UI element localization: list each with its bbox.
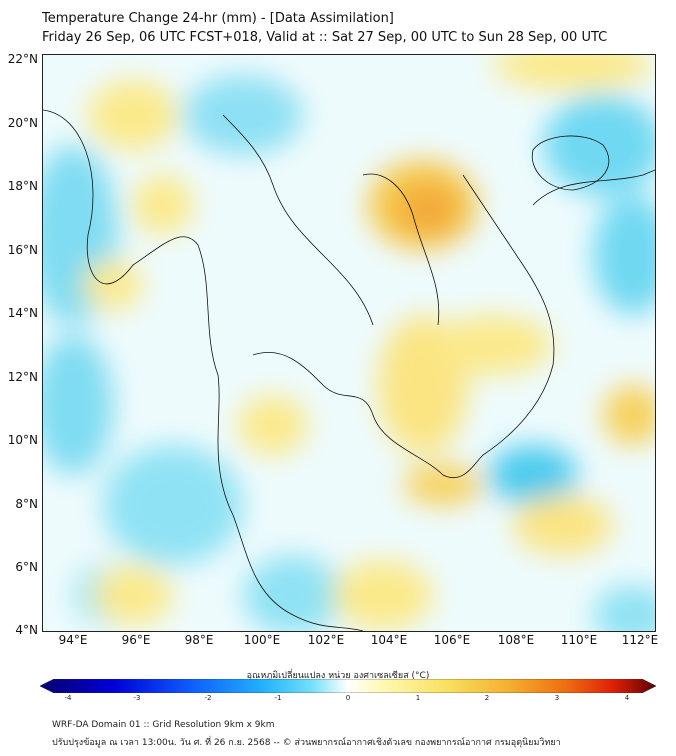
lon-tick-label: 100°E <box>243 633 281 647</box>
footer-update-info: ปรับปรุงข้อมูล ณ เวลา 13:00น. วัน ศ. ที่… <box>52 738 561 748</box>
warm-region <box>403 465 483 505</box>
warm-region <box>88 80 178 150</box>
warm-region <box>493 55 653 90</box>
colorbar-label: อุณหภูมิเปลี่ยนแปลง หน่วย องศาเซลเซียส (… <box>246 671 430 681</box>
coastlines <box>43 109 655 631</box>
colorbar-tick: 3 <box>554 694 560 702</box>
lat-tick-label: 6°N <box>15 560 38 574</box>
lon-tick-label: 102°E <box>307 633 345 647</box>
cool-region <box>593 195 655 315</box>
lat-tick-label: 14°N <box>7 306 38 320</box>
footer-model-info: WRF-DA Domain 01 :: Grid Resolution 9km … <box>52 720 275 730</box>
temperature-change-map <box>42 54 656 632</box>
lon-tick-label: 106°E <box>433 633 471 647</box>
colorbar <box>40 679 656 693</box>
colorbar-tick: -1 <box>274 694 282 702</box>
map-canvas <box>43 55 655 631</box>
lon-tick-label: 108°E <box>497 633 535 647</box>
map-title: Temperature Change 24-hr (mm) - [Data As… <box>42 11 394 26</box>
coastline-west <box>43 109 364 631</box>
lat-tick-label: 18°N <box>7 179 38 193</box>
warm-region <box>238 395 308 455</box>
cool-region <box>43 335 113 475</box>
cool-region <box>488 445 578 505</box>
warm-region <box>93 565 173 625</box>
lat-tick-label: 10°N <box>7 433 38 447</box>
cool-region <box>243 555 343 631</box>
colorbar-tick: -3 <box>133 694 141 702</box>
coastline-north <box>532 169 655 206</box>
lon-tick-label: 94°E <box>58 633 88 647</box>
colorbar-gradient <box>40 679 656 693</box>
warm-region <box>513 495 613 555</box>
lat-tick-label: 12°N <box>7 370 38 384</box>
cool-region <box>593 585 655 631</box>
mekong-border <box>362 173 440 326</box>
warm-region <box>133 175 193 235</box>
lat-tick-label: 8°N <box>15 497 38 511</box>
colorbar-tick: 0 <box>345 694 351 702</box>
lon-tick-label: 112°E <box>621 633 659 647</box>
warm-region <box>603 385 655 445</box>
lon-tick-label: 96°E <box>121 633 151 647</box>
colorbar-tick: 2 <box>484 694 490 702</box>
lon-tick-label: 110°E <box>560 633 598 647</box>
warm-region <box>398 185 458 235</box>
cool-region <box>183 75 303 155</box>
lat-tick-label: 20°N <box>7 116 38 130</box>
colorbar-tick: -2 <box>204 694 212 702</box>
coastline-gulf <box>252 174 555 478</box>
lon-tick-label: 98°E <box>184 633 214 647</box>
temperature-field <box>43 55 655 631</box>
colorbar-tick: 1 <box>415 694 421 702</box>
map-subtitle: Friday 26 Sep, 06 UTC FCST+018, Valid at… <box>42 30 608 45</box>
warm-region <box>83 260 143 310</box>
cool-region <box>103 445 243 565</box>
inland-border <box>222 114 374 326</box>
colorbar-tick: 4 <box>624 694 630 702</box>
warm-region <box>333 560 433 630</box>
colorbar-tick: -4 <box>64 694 72 702</box>
warm-region <box>433 315 553 375</box>
lon-tick-label: 104°E <box>370 633 408 647</box>
hainan-island <box>531 135 610 191</box>
lat-tick-label: 22°N <box>7 52 38 66</box>
lat-tick-label: 16°N <box>7 243 38 257</box>
cool-region <box>543 95 655 195</box>
lat-tick-label: 4°N <box>15 623 38 637</box>
